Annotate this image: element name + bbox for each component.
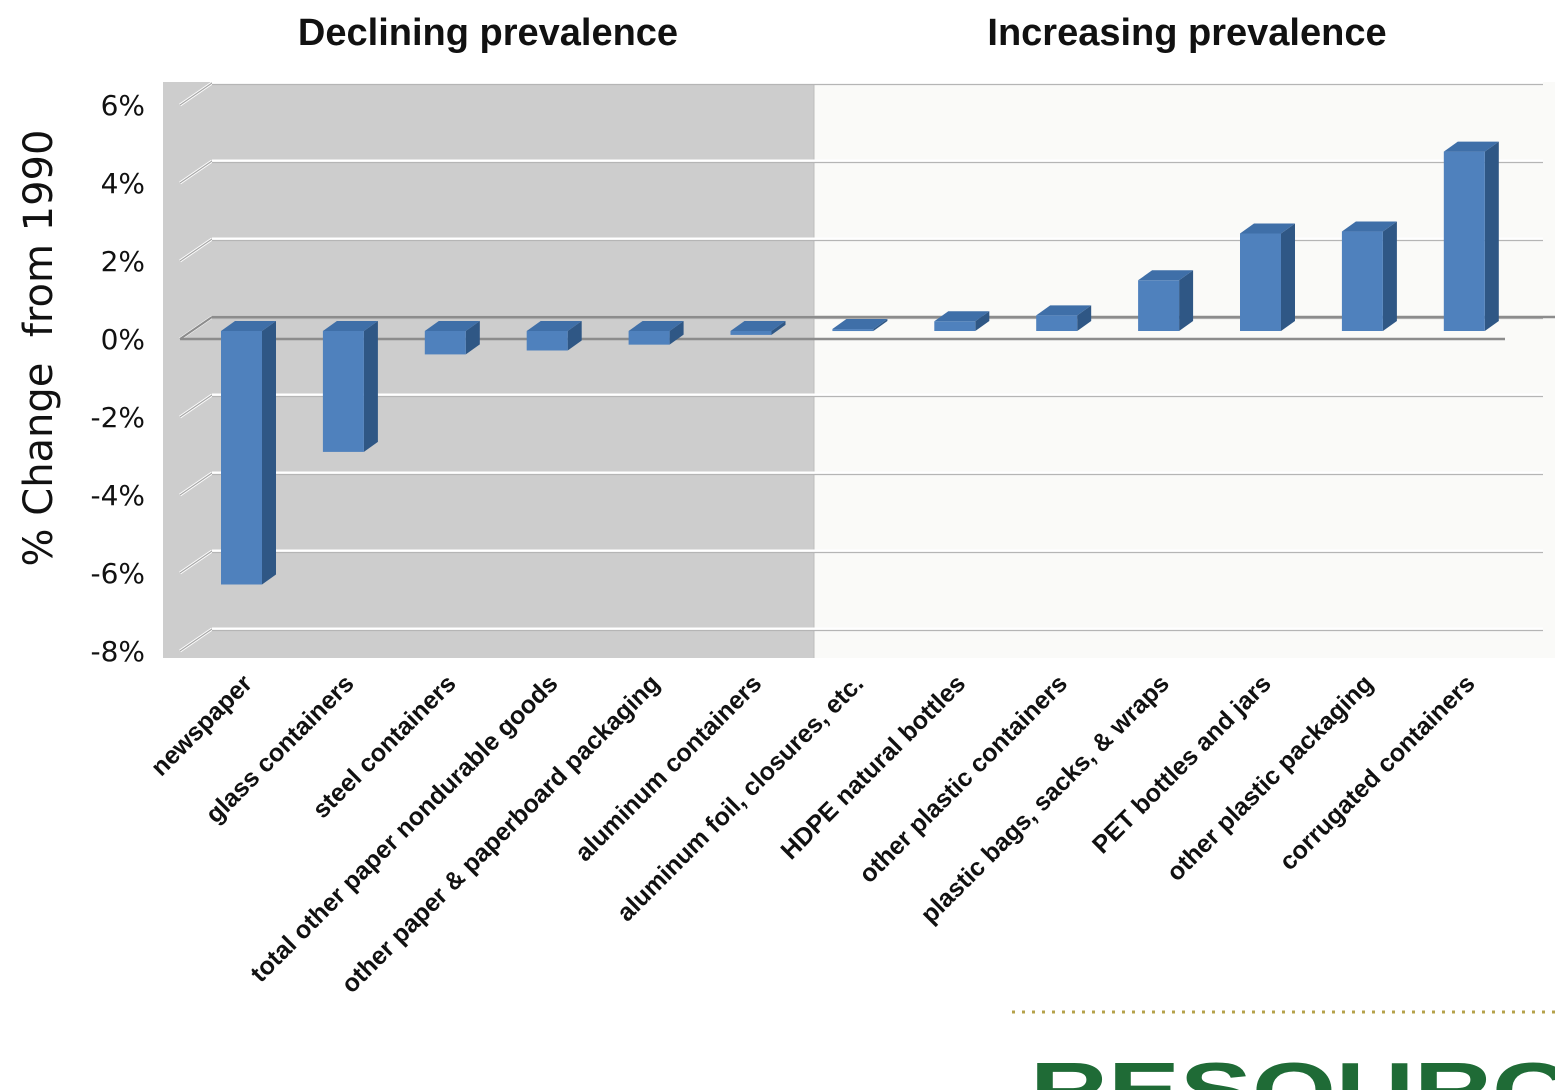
bar [322,321,378,452]
bars [221,141,1499,585]
x-tick-label: other plastic packaging [1161,669,1378,886]
bar [832,319,888,332]
bar-side [1281,223,1295,331]
bar [1341,221,1397,331]
bar [1240,223,1295,331]
bar-side [465,321,480,355]
bar-side [1484,141,1499,331]
gridline [179,81,1543,107]
bar-side [1382,221,1397,331]
header-increasing: Increasing prevalence [987,12,1386,54]
x-tick-label: HDPE natural bottles [775,669,971,865]
bar-top [1138,270,1194,281]
bar-front [1341,231,1383,331]
y-axis-ticks: 6% 4% 2% 0% -2% -4% -6% -8% [90,89,145,668]
bar [1036,305,1092,331]
bar-top [832,319,888,330]
bar-top [322,321,378,331]
bar-top [730,321,786,331]
gridline [179,159,1543,185]
bar-side [262,321,276,585]
zero-line-depth [179,316,213,340]
bar [1443,141,1499,331]
gridline-depth [179,82,213,106]
x-tick-label: aluminum containers [570,669,768,867]
gridline-depth [179,550,213,574]
bar [934,311,990,331]
gridline [179,237,1543,263]
y-tick-label: -6% [90,557,145,590]
gridline [179,549,1543,575]
bar-top [1240,223,1295,234]
x-tick-label: newspaper [146,669,258,781]
bar-front [1036,315,1078,331]
gridline [179,627,1543,653]
bar-front [1443,151,1485,331]
y-axis-label: % Change from 1990 [16,130,62,567]
header-declining: Declining prevalence [298,12,678,54]
bar-side [567,321,582,351]
bar-front [1138,280,1180,331]
bar-front [1240,233,1281,331]
gridline-depth [179,472,213,496]
bar-top [526,321,582,331]
y-tick-label: 0% [101,323,145,356]
resource-logo: RESOURC [1012,1010,1555,1090]
y-tick-label: 6% [101,89,145,122]
bar-front [730,331,772,335]
gridline-depth [179,628,213,652]
bar [221,321,276,585]
bar-front [934,321,976,331]
x-tick-label: corrugated containers [1274,669,1480,875]
bar-side [873,319,888,332]
bar-front [628,331,670,345]
bar-front [424,331,466,355]
region-increasing [814,82,1555,658]
x-tick-label: other plastic containers [854,669,1073,888]
y-tick-label: -2% [90,401,145,434]
logo-text: RESOURC [1030,1046,1555,1090]
bar-front [832,329,874,332]
bar-side [669,321,684,345]
bar [628,321,684,345]
bar-top [934,311,990,322]
bar-top [1341,221,1397,232]
bar-side [975,311,990,331]
bar-top [221,321,276,331]
bar-top [1036,305,1092,316]
bar-side [1077,305,1092,331]
gridline-depth [179,394,213,418]
gridline [179,471,1543,497]
y-tick-label: 4% [101,167,145,200]
gridline-depth [179,238,213,262]
bar [526,321,582,351]
bar-side [1179,270,1194,331]
bar-side [771,321,786,335]
bar-top [1443,141,1499,152]
bar-front [322,331,364,452]
gridline-depth [179,160,213,184]
x-tick-label: PET bottles and jars [1087,669,1277,859]
bar-top [424,321,480,331]
y-tick-label: -8% [90,635,145,668]
bar [424,321,480,355]
bar-side [363,321,378,452]
bar-front [221,331,262,585]
gridline [179,393,1543,419]
y-tick-label: -4% [90,479,145,512]
bar [730,321,786,335]
y-tick-label: 2% [101,245,145,278]
bar [1138,270,1194,331]
bar-front [526,331,568,351]
bar-top [628,321,684,331]
zero-line [179,315,1555,341]
